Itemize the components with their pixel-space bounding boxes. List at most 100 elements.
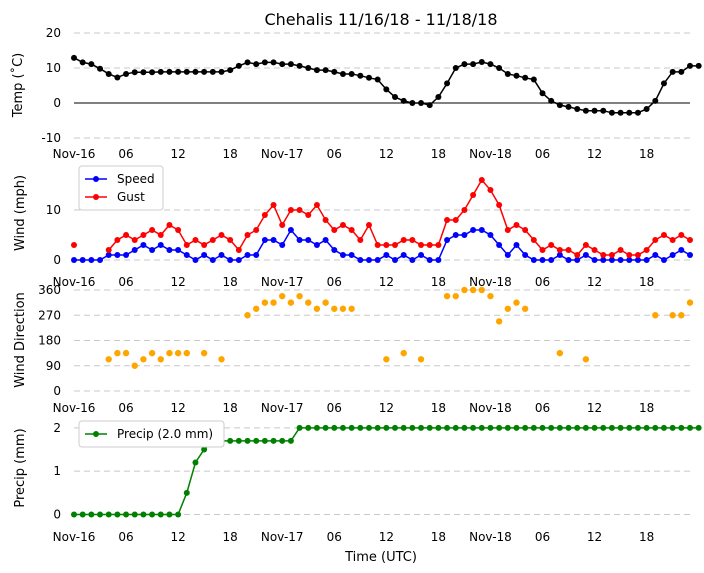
wind-point [383, 252, 390, 258]
wind-point [322, 217, 329, 223]
wind-x-tick-label: Nov-18 [469, 275, 512, 289]
wind-point [365, 222, 372, 228]
precip-point [261, 437, 268, 444]
wind-point [331, 247, 338, 253]
dir-point [174, 349, 182, 357]
wind-point [348, 227, 355, 233]
wind-point [660, 232, 667, 238]
wind-point [348, 252, 355, 258]
temp-x-tick-label: Nov-17 [261, 147, 304, 161]
temp-point [71, 54, 77, 61]
temp-point [582, 107, 589, 114]
wind-point [496, 202, 503, 208]
dir-point [678, 312, 685, 319]
wind-point [643, 257, 650, 263]
wind-point [166, 222, 173, 228]
wind-point [374, 242, 381, 248]
temp-point [426, 102, 433, 109]
precip-x-tick-label: Nov-17 [261, 530, 304, 544]
precip-series-0 [71, 424, 702, 518]
temp-x-tick-label: 06 [118, 147, 133, 161]
dir-point [140, 356, 147, 363]
precip-point [392, 424, 399, 431]
precip-point [400, 424, 407, 431]
temp-point [183, 68, 190, 75]
wind-point [548, 257, 555, 263]
temp-point [600, 107, 607, 114]
temp-point [253, 61, 260, 68]
temp-point [548, 97, 555, 104]
temp-point [296, 62, 303, 69]
dir-point [469, 286, 477, 294]
precip-point [123, 511, 130, 518]
wind-point [669, 237, 676, 243]
wind-point [687, 237, 693, 243]
temp-point [565, 103, 572, 110]
temp-point [496, 65, 503, 71]
precip-point [313, 424, 320, 431]
wind-legend-box [78, 165, 164, 211]
wind-y-axis-label: Wind (mph) [13, 175, 28, 251]
precip-point [461, 424, 468, 431]
temp-point [504, 70, 511, 77]
temp-point [201, 68, 208, 75]
precip-point [496, 424, 503, 431]
precip-point [175, 511, 182, 518]
wind-point [296, 207, 303, 213]
temp-point [556, 102, 563, 109]
precip-point [574, 424, 581, 431]
precip-point [114, 511, 121, 518]
precip-point [652, 424, 659, 431]
precip-point [487, 424, 494, 431]
precip-point [287, 437, 294, 444]
precip-point [253, 437, 260, 444]
precip-point [140, 511, 147, 518]
wind-point [565, 257, 572, 263]
wind-point [279, 242, 286, 248]
temp-point [435, 94, 442, 101]
precip-point [626, 424, 633, 431]
wind-point [504, 227, 511, 233]
wind-point [287, 227, 294, 233]
wind-point [461, 207, 468, 213]
wind-x-tick-label: Nov-17 [261, 275, 304, 289]
precip-x-tick-label: 18 [639, 530, 654, 544]
wind-point [600, 252, 607, 258]
temp-point [617, 109, 624, 116]
dir-x-tick-label: 06 [535, 401, 550, 415]
precip-point [79, 511, 86, 518]
temp-point [287, 61, 294, 68]
wind-point [435, 242, 442, 248]
dir-point [183, 349, 190, 357]
precip-point [660, 424, 667, 431]
wind-point [157, 232, 164, 238]
temp-point [322, 67, 329, 74]
wind-point [513, 242, 520, 248]
temp-point [574, 105, 581, 112]
wind-x-tick-label: 12 [379, 275, 394, 289]
wind-point [556, 247, 563, 253]
temp-x-tick-label: 18 [223, 147, 238, 161]
temp-series-0 [71, 54, 702, 116]
chart-title: Chehalis 11/16/18 - 11/18/18 [264, 10, 497, 29]
wind-point [71, 257, 77, 263]
precip-legend-marker [93, 431, 99, 437]
dir-y-tick-label: 270 [38, 308, 61, 322]
wind-legend-label: Speed [117, 172, 155, 186]
precip-point [669, 424, 676, 431]
temp-point [313, 67, 320, 74]
wind-x-tick-label: 06 [327, 275, 342, 289]
wind-point [322, 237, 329, 243]
precip-legend-box [78, 420, 225, 448]
temp-point [643, 105, 650, 112]
dir-point [461, 286, 468, 294]
dir-x-tick-label: 12 [379, 401, 394, 415]
wind-point [608, 257, 615, 263]
wind-point [522, 227, 529, 233]
temp-point [339, 70, 346, 77]
temp-point [348, 70, 355, 77]
precip-point [322, 424, 329, 431]
temp-point [365, 74, 372, 81]
dir-x-tick-label: Nov-17 [261, 401, 304, 415]
